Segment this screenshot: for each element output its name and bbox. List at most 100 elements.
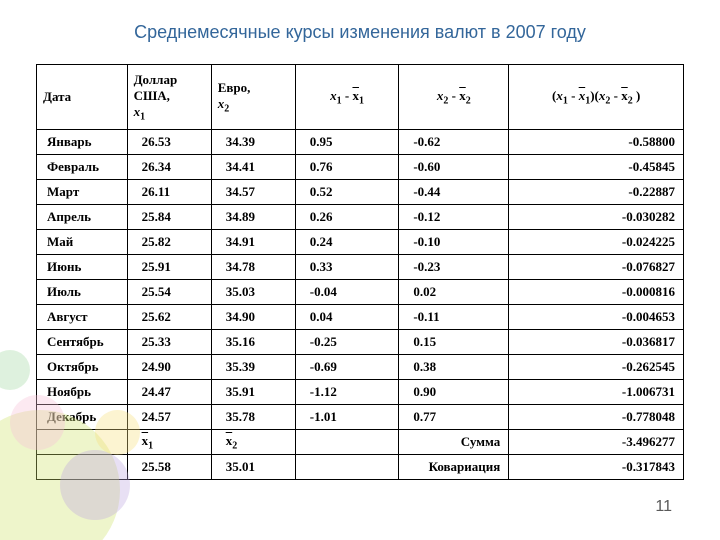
cell-x2: 34.57 — [211, 180, 295, 205]
cell-prod: -0.000816 — [509, 280, 684, 305]
page-number: 11 — [655, 498, 672, 516]
cell-d2: -0.10 — [399, 230, 509, 255]
table-row: Сентябрь25.3335.16-0.250.15-0.036817 — [37, 330, 684, 355]
cell-d1: -0.25 — [295, 330, 399, 355]
cell-d1: 0.52 — [295, 180, 399, 205]
cell-mean-x2: 35.01 — [211, 455, 295, 480]
cell-x2: 34.78 — [211, 255, 295, 280]
cell-empty — [37, 430, 128, 455]
cell-empty — [295, 455, 399, 480]
table-row: Ноябрь24.4735.91-1.120.90-1.006731 — [37, 380, 684, 405]
cell-x2: 35.16 — [211, 330, 295, 355]
cell-d1: 0.76 — [295, 155, 399, 180]
cell-d1: 0.33 — [295, 255, 399, 280]
table-row: Февраль26.3434.410.76-0.60-0.45845 — [37, 155, 684, 180]
cell-prod: -0.262545 — [509, 355, 684, 380]
col-header: x1 - x1 — [295, 65, 399, 130]
cell-x1: 24.47 — [127, 380, 211, 405]
cell-d2: -0.62 — [399, 130, 509, 155]
cell-d2: 0.77 — [399, 405, 509, 430]
decor-circle — [0, 350, 30, 390]
currency-table-container: ДатаДолларСША,x1Евро,x2x1 - x1x2 - x2(x1… — [36, 64, 684, 480]
cell-x2: 34.39 — [211, 130, 295, 155]
cell-prod: -0.004653 — [509, 305, 684, 330]
cell-prod: -0.778048 — [509, 405, 684, 430]
table-header-row: ДатаДолларСША,x1Евро,x2x1 - x1x2 - x2(x1… — [37, 65, 684, 130]
cell-x1: 26.34 — [127, 155, 211, 180]
cell-month: Май — [37, 230, 128, 255]
col-header: Дата — [37, 65, 128, 130]
table-row: Август25.6234.900.04-0.11-0.004653 — [37, 305, 684, 330]
cell-d1: -0.69 — [295, 355, 399, 380]
cell-month: Март — [37, 180, 128, 205]
cell-x1bar-label: x1 — [127, 430, 211, 455]
cell-prod: -0.036817 — [509, 330, 684, 355]
cell-x1: 25.62 — [127, 305, 211, 330]
cell-x2: 34.89 — [211, 205, 295, 230]
cell-prod: -0.45845 — [509, 155, 684, 180]
cell-x1: 25.33 — [127, 330, 211, 355]
table-row: Июль25.5435.03-0.040.02-0.000816 — [37, 280, 684, 305]
table-row: Январь26.5334.390.95-0.62-0.58800 — [37, 130, 684, 155]
cell-sum-label: Сумма — [399, 430, 509, 455]
cell-month: Январь — [37, 130, 128, 155]
cell-x2: 35.78 — [211, 405, 295, 430]
summary-row-labels: x1x2 Сумма-3.496277 — [37, 430, 684, 455]
cell-empty — [295, 430, 399, 455]
cell-d1: -0.04 — [295, 280, 399, 305]
cell-d1: 0.24 — [295, 230, 399, 255]
cell-month: Ноябрь — [37, 380, 128, 405]
cell-month: Сентябрь — [37, 330, 128, 355]
page-title: Среднемесячные курсы изменения валют в 2… — [0, 22, 720, 43]
cell-cov-label: Ковариация — [399, 455, 509, 480]
cell-d2: 0.38 — [399, 355, 509, 380]
table-row: Март26.1134.570.52-0.44-0.22887 — [37, 180, 684, 205]
cell-month: Август — [37, 305, 128, 330]
cell-d1: 0.04 — [295, 305, 399, 330]
cell-x2: 35.91 — [211, 380, 295, 405]
cell-prod: -1.006731 — [509, 380, 684, 405]
cell-x1: 25.91 — [127, 255, 211, 280]
cell-x1: 26.53 — [127, 130, 211, 155]
cell-month: Февраль — [37, 155, 128, 180]
cell-prod: -0.076827 — [509, 255, 684, 280]
cell-prod: -0.024225 — [509, 230, 684, 255]
table-row: Апрель25.8434.890.26-0.12-0.030282 — [37, 205, 684, 230]
cell-x2: 34.90 — [211, 305, 295, 330]
table-row: Май25.8234.910.24-0.10-0.024225 — [37, 230, 684, 255]
col-header: x2 - x2 — [399, 65, 509, 130]
col-header: ДолларСША,x1 — [127, 65, 211, 130]
cell-x2: 34.91 — [211, 230, 295, 255]
cell-d1: -1.01 — [295, 405, 399, 430]
cell-d1: 0.26 — [295, 205, 399, 230]
cell-d2: -0.12 — [399, 205, 509, 230]
cell-cov-value: -0.317843 — [509, 455, 684, 480]
cell-prod: -0.58800 — [509, 130, 684, 155]
cell-mean-x1: 25.58 — [127, 455, 211, 480]
currency-table: ДатаДолларСША,x1Евро,x2x1 - x1x2 - x2(x1… — [36, 64, 684, 480]
col-header: (x1 - x1)(x2 - x2 ) — [509, 65, 684, 130]
cell-month: Октябрь — [37, 355, 128, 380]
cell-x1: 24.57 — [127, 405, 211, 430]
cell-empty — [37, 455, 128, 480]
title-text: Среднемесячные курсы изменения валют в 2… — [134, 22, 586, 42]
cell-x1: 26.11 — [127, 180, 211, 205]
table-row: Декабрь24.5735.78-1.010.77-0.778048 — [37, 405, 684, 430]
table-body: Январь26.5334.390.95-0.62-0.58800Февраль… — [37, 130, 684, 480]
cell-month: Апрель — [37, 205, 128, 230]
cell-sum-value: -3.496277 — [509, 430, 684, 455]
cell-x2: 34.41 — [211, 155, 295, 180]
cell-d2: -0.23 — [399, 255, 509, 280]
table-row: Июнь25.9134.780.33-0.23-0.076827 — [37, 255, 684, 280]
cell-d2: -0.60 — [399, 155, 509, 180]
table-row: Октябрь24.9035.39-0.690.38-0.262545 — [37, 355, 684, 380]
cell-x2: 35.03 — [211, 280, 295, 305]
cell-d2: -0.11 — [399, 305, 509, 330]
cell-x2: 35.39 — [211, 355, 295, 380]
cell-d2: 0.02 — [399, 280, 509, 305]
cell-d2: -0.44 — [399, 180, 509, 205]
cell-x2bar-label: x2 — [211, 430, 295, 455]
cell-d2: 0.90 — [399, 380, 509, 405]
cell-d1: -1.12 — [295, 380, 399, 405]
cell-d1: 0.95 — [295, 130, 399, 155]
